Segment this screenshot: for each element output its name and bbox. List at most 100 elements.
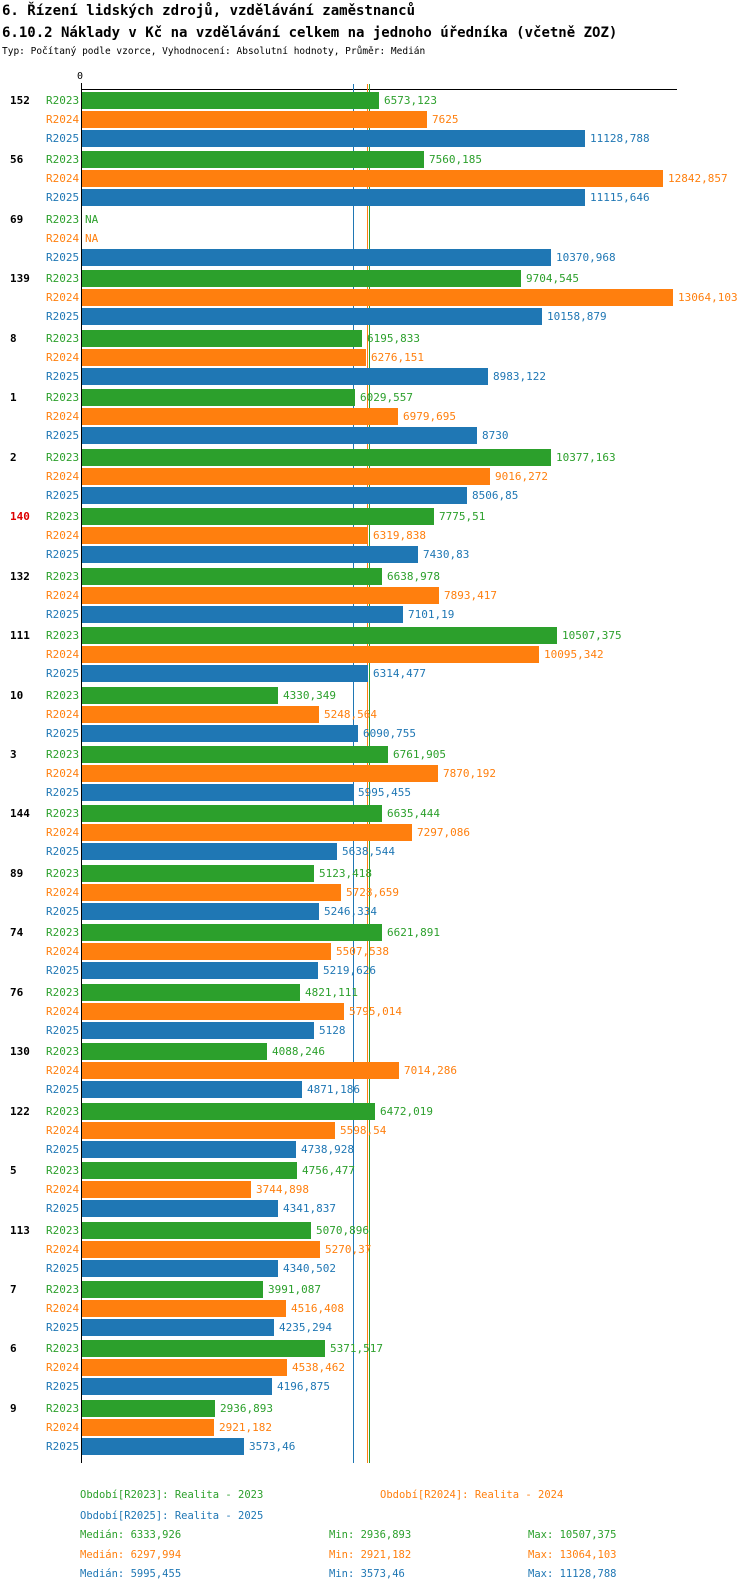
bar-value-label: 7014,286 (404, 1064, 457, 1078)
bar-value-label: 4871,186 (307, 1083, 360, 1097)
bar-r2024-group-3 (82, 764, 438, 782)
bar-value-label: 7870,192 (443, 766, 496, 780)
series-label-r2025: R2025 (46, 548, 80, 562)
bar-r2025-group-8 (82, 367, 488, 385)
bar-r2023-group-144 (82, 805, 382, 823)
series-label-r2023: R2023 (46, 331, 80, 345)
series-label-r2025: R2025 (46, 132, 80, 145)
bar-r2025-group-89 (82, 902, 319, 920)
series-label-r2024: R2024 (46, 826, 80, 840)
bar-r2024-group-139 (82, 289, 673, 307)
group-id-label: 6 (10, 1342, 17, 1356)
group-id-label: 69 (10, 212, 24, 226)
bar-r2025-group-9 (82, 1437, 244, 1455)
series-label-r2024: R2024 (46, 1242, 80, 1256)
series-label-r2025: R2025 (46, 1380, 80, 1394)
y-axis-line (81, 83, 82, 1463)
bar-r2023-group-113 (82, 1221, 311, 1239)
series-label-r2023: R2023 (46, 985, 80, 999)
page-title: 6. Řízení lidských zdrojů, vzdělávání za… (2, 3, 416, 19)
bar-r2024-group-7 (82, 1300, 286, 1317)
legend-r2023: Období[R2023]: Realita - 2023 (80, 1489, 264, 1501)
series-label-r2024: R2024 (46, 1123, 80, 1137)
x-axis-zero-tick-label: 0 (77, 71, 84, 82)
bar-r2024-group-56 (82, 170, 663, 188)
bar-value-label: 5371,517 (330, 1342, 383, 1356)
bar-value-label: 5123,418 (319, 866, 372, 880)
series-label-r2024: R2024 (46, 588, 80, 602)
group-id-label: 2 (10, 450, 17, 464)
series-label-r2025: R2025 (46, 726, 80, 740)
bar-value-label: 6635,444 (387, 807, 440, 821)
series-label-r2024: R2024 (46, 291, 80, 305)
bar-r2023-group-10 (82, 686, 278, 704)
series-label-r2024: R2024 (46, 529, 80, 543)
series-label-r2025: R2025 (46, 488, 80, 502)
x-axis-line (81, 89, 677, 90)
series-label-r2023: R2023 (46, 153, 80, 167)
series-label-r2024: R2024 (46, 1361, 80, 1375)
bar-r2023-group-9 (82, 1399, 215, 1417)
bar-value-label: 6314,477 (373, 667, 426, 681)
bar-value-label: 5507,538 (336, 945, 389, 959)
bar-r2025-group-7 (82, 1319, 274, 1336)
series-label-r2023: R2023 (46, 450, 80, 464)
series-label-r2024: R2024 (46, 885, 80, 899)
bar-r2023-group-122 (82, 1102, 375, 1120)
bar-value-label: 3744,898 (256, 1183, 309, 1197)
series-label-r2023: R2023 (46, 94, 80, 107)
series-label-r2023: R2023 (46, 866, 80, 880)
bar-value-label: 8506,85 (472, 488, 519, 502)
series-label-r2024: R2024 (46, 350, 80, 364)
series-label-r2025: R2025 (46, 191, 80, 205)
series-label-r2023: R2023 (46, 1223, 80, 1237)
bar-value-label: 3573,46 (249, 1439, 296, 1453)
bar-r2025-group-6 (82, 1378, 272, 1396)
bar-r2025-group-132 (82, 605, 403, 623)
bar-value-label: 8730 (482, 429, 509, 443)
group-id-label: 10 (10, 688, 24, 702)
bar-value-label: 2921,182 (219, 1420, 272, 1434)
bar-value-label: 5795,014 (349, 1004, 402, 1018)
bar-r2023-group-56 (82, 151, 424, 169)
bar-r2023-group-140 (82, 508, 434, 526)
bar-value-label: 10095,342 (544, 648, 604, 662)
chart-meta-line: Typ: Počítaný podle vzorce, Vyhodnocení:… (2, 46, 426, 57)
series-label-r2023: R2023 (46, 510, 80, 524)
bar-r2025-group-56 (82, 189, 585, 207)
bar-r2024-group-89 (82, 883, 341, 901)
bar-value-label: 11128,788 (590, 132, 650, 145)
bar-r2024-group-152 (82, 111, 427, 128)
bar-r2023-group-152 (82, 92, 379, 109)
min-r2023: Min: 2936,893 (329, 1529, 412, 1541)
series-label-r2024: R2024 (46, 648, 80, 662)
bar-r2025-group-140 (82, 546, 418, 564)
group-id-label: 144 (10, 807, 30, 821)
bar-value-label: 6638,978 (387, 569, 440, 583)
bar-r2025-group-152 (82, 130, 585, 147)
series-label-r2024: R2024 (46, 1302, 80, 1315)
bar-value-label: 10377,163 (556, 450, 616, 464)
bar-r2025-group-113 (82, 1259, 278, 1277)
bar-r2025-group-76 (82, 1021, 314, 1039)
bar-r2023-group-139 (82, 270, 521, 288)
series-label-r2024: R2024 (46, 1420, 80, 1434)
bar-value-label: 7101,19 (408, 607, 455, 621)
series-label-r2024: R2024 (46, 1004, 80, 1018)
series-label-r2023: R2023 (46, 1401, 80, 1415)
series-label-r2023: R2023 (46, 569, 80, 583)
bar-value-label: 11115,646 (590, 191, 650, 205)
bar-value-label: 4821,111 (305, 985, 358, 999)
series-label-r2024: R2024 (46, 172, 80, 186)
bar-value-label: 6195,833 (367, 331, 420, 345)
group-id-label: 56 (10, 153, 24, 167)
series-label-r2023: R2023 (46, 629, 80, 643)
bar-r2023-group-2 (82, 448, 551, 466)
bar-r2024-group-74 (82, 943, 331, 961)
bar-r2023-group-74 (82, 924, 382, 942)
bar-value-label: 6090,755 (363, 726, 416, 740)
series-label-r2025: R2025 (46, 250, 80, 264)
bar-r2023-group-5 (82, 1162, 297, 1180)
bar-r2024-group-5 (82, 1181, 251, 1199)
